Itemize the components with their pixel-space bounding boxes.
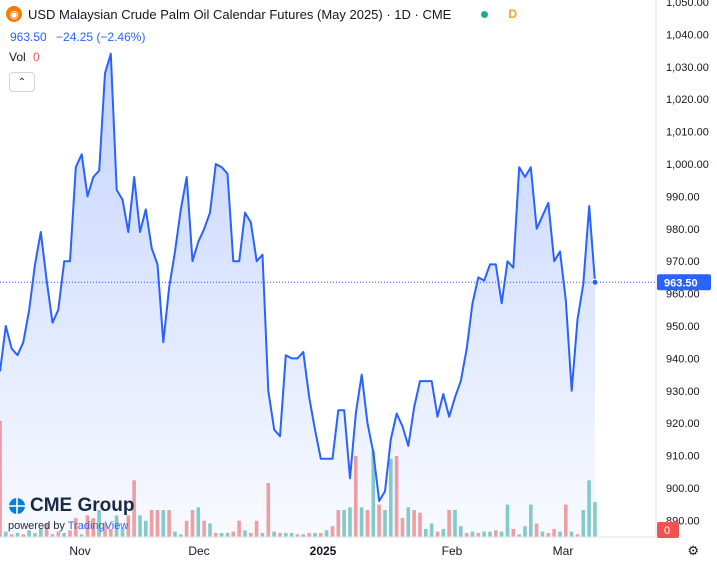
volume-value: 0 [33, 50, 40, 64]
x-tick-label: 2025 [310, 544, 337, 558]
chevron-up-icon: ⌃ [17, 76, 27, 88]
y-tick-label: 1,050.00 [666, 0, 709, 9]
y-tick-label: 960.00 [666, 289, 700, 301]
y-tick-label: 950.00 [666, 321, 700, 333]
powered-brand[interactable]: TradingView [67, 520, 129, 532]
symbol-title[interactable]: USD Malaysian Crude Palm Oil Calendar Fu… [28, 6, 452, 22]
market-status-icon [481, 10, 489, 18]
last-price-axis-label-bg [657, 274, 711, 291]
volume-legend: Vol 0 [9, 50, 40, 64]
y-tick-label: 1,040.00 [666, 29, 709, 41]
x-tick-label: Nov [69, 544, 90, 558]
x-tick-label: Feb [442, 544, 463, 558]
volume-axis-label: 0 [664, 525, 670, 537]
price-change: −24.25 (−2.46%) [56, 30, 146, 44]
volume-label: Vol [9, 50, 26, 64]
x-tick-label: Mar [553, 544, 574, 558]
last-price-axis-label: 963.50 [664, 277, 698, 289]
gear-icon[interactable]: ⚙ [687, 543, 699, 558]
price-quote: 963.50 −24.25 (−2.46%) [10, 30, 145, 44]
y-tick-label: 940.00 [666, 353, 700, 365]
volume-axis-label-bg [657, 522, 679, 538]
collapse-legend-button[interactable]: ⌃ [9, 72, 35, 92]
last-price-marker [591, 278, 599, 286]
chart-header: ◉ USD Malaysian Crude Palm Oil Calendar … [6, 6, 517, 22]
brand-name: CME Group [30, 495, 135, 516]
powered-prefix: powered by [8, 520, 65, 532]
y-tick-label: 1,020.00 [666, 94, 709, 106]
y-tick-label: 1,030.00 [666, 62, 709, 74]
brand-watermark: CME Group powered by TradingView [8, 495, 135, 532]
price-area [0, 53, 595, 538]
droplet-icon: ◉ [6, 6, 22, 22]
y-tick-label: 1,000.00 [666, 159, 709, 171]
x-tick-label: Dec [188, 544, 209, 558]
last-price: 963.50 [10, 30, 47, 44]
price-line [0, 52, 596, 502]
delay-badge: D [508, 7, 518, 21]
cme-logo-icon [9, 498, 25, 514]
y-tick-label: 910.00 [666, 451, 700, 463]
y-tick-label: 930.00 [666, 386, 700, 398]
y-tick-label: 1,010.00 [666, 127, 709, 139]
y-tick-label: 980.00 [666, 224, 700, 236]
y-tick-label: 900.00 [666, 483, 700, 495]
y-tick-label: 990.00 [666, 191, 700, 203]
y-tick-label: 970.00 [666, 256, 700, 268]
y-tick-label: 920.00 [666, 418, 700, 430]
